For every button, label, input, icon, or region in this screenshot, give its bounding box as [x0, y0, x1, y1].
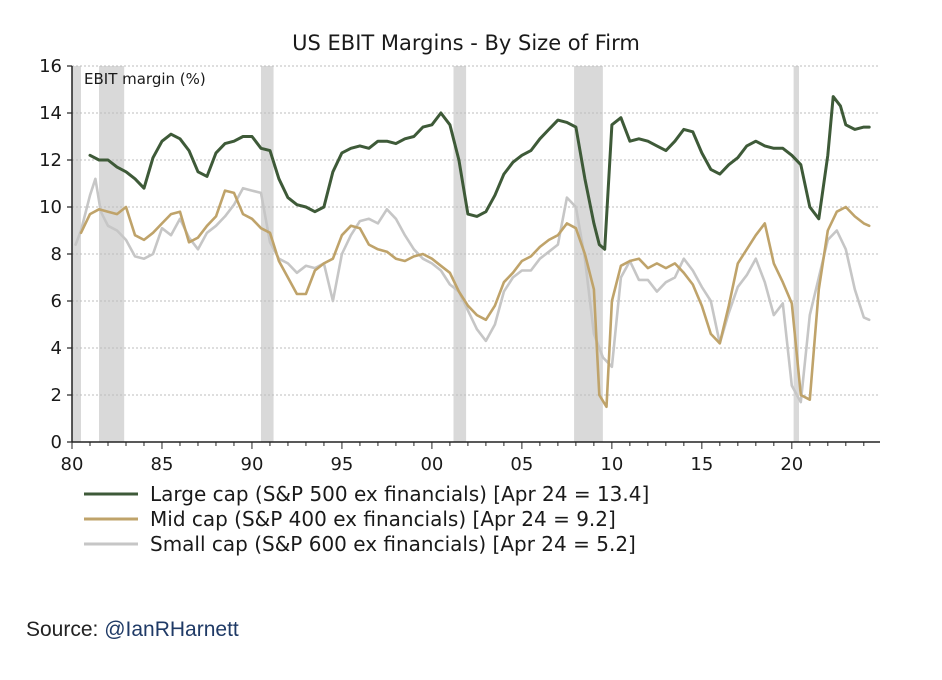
axes [67, 65, 880, 449]
legend: Large cap (S&P 500 ex financials) [Apr 2… [84, 482, 649, 556]
series-lines [74, 95, 871, 409]
chart-title: US EBIT Margins - By Size of Firm [292, 31, 640, 55]
x-tick-label: 10 [600, 454, 623, 475]
x-tick-labels: 80 85 90 95 00 05 10 15 20 [61, 454, 804, 475]
source-handle[interactable]: @IanRHarnett [104, 618, 239, 641]
y-tick-label: 6 [51, 291, 62, 312]
legend-label-small: Small cap (S&P 600 ex financials) [Apr 2… [150, 532, 636, 556]
legend-label-large: Large cap (S&P 500 ex financials) [Apr 2… [150, 482, 649, 506]
source-label: Source: [26, 618, 99, 641]
y-axis-label: EBIT margin (%) [84, 70, 206, 88]
y-tick-label: 8 [51, 244, 62, 265]
y-tick-label: 12 [39, 150, 62, 171]
recession-band-1 [98, 66, 125, 442]
x-tick-label: 90 [241, 454, 264, 475]
source-line: Source: @IanRHarnett [26, 618, 239, 642]
x-tick-label: 95 [330, 454, 353, 475]
x-tick-label: 80 [61, 454, 84, 475]
x-tick-label: 00 [420, 454, 443, 475]
x-tick-label: 05 [510, 454, 533, 475]
x-tick-label: 20 [780, 454, 803, 475]
y-tick-label: 10 [39, 197, 62, 218]
y-tick-label: 16 [39, 56, 62, 77]
ebit-margin-chart: US EBIT Margins - By Size of Firm 0 2 4 6 8 1… [39, 31, 880, 556]
y-tick-label: 0 [51, 432, 62, 453]
series-line-large [88, 95, 871, 251]
legend-label-mid: Mid cap (S&P 400 ex financials) [Apr 24 … [150, 507, 616, 531]
x-tick-label: 85 [151, 454, 174, 475]
series-line-mid [79, 189, 871, 409]
y-tick-label: 14 [39, 103, 62, 124]
recession-band-2 [260, 66, 274, 442]
y-tick-labels: 0 2 4 6 8 10 12 14 16 [39, 56, 62, 453]
y-tick-label: 4 [51, 338, 62, 359]
y-tick-label: 2 [51, 385, 62, 406]
series-line-small [74, 177, 871, 404]
x-tick-label: 15 [690, 454, 713, 475]
